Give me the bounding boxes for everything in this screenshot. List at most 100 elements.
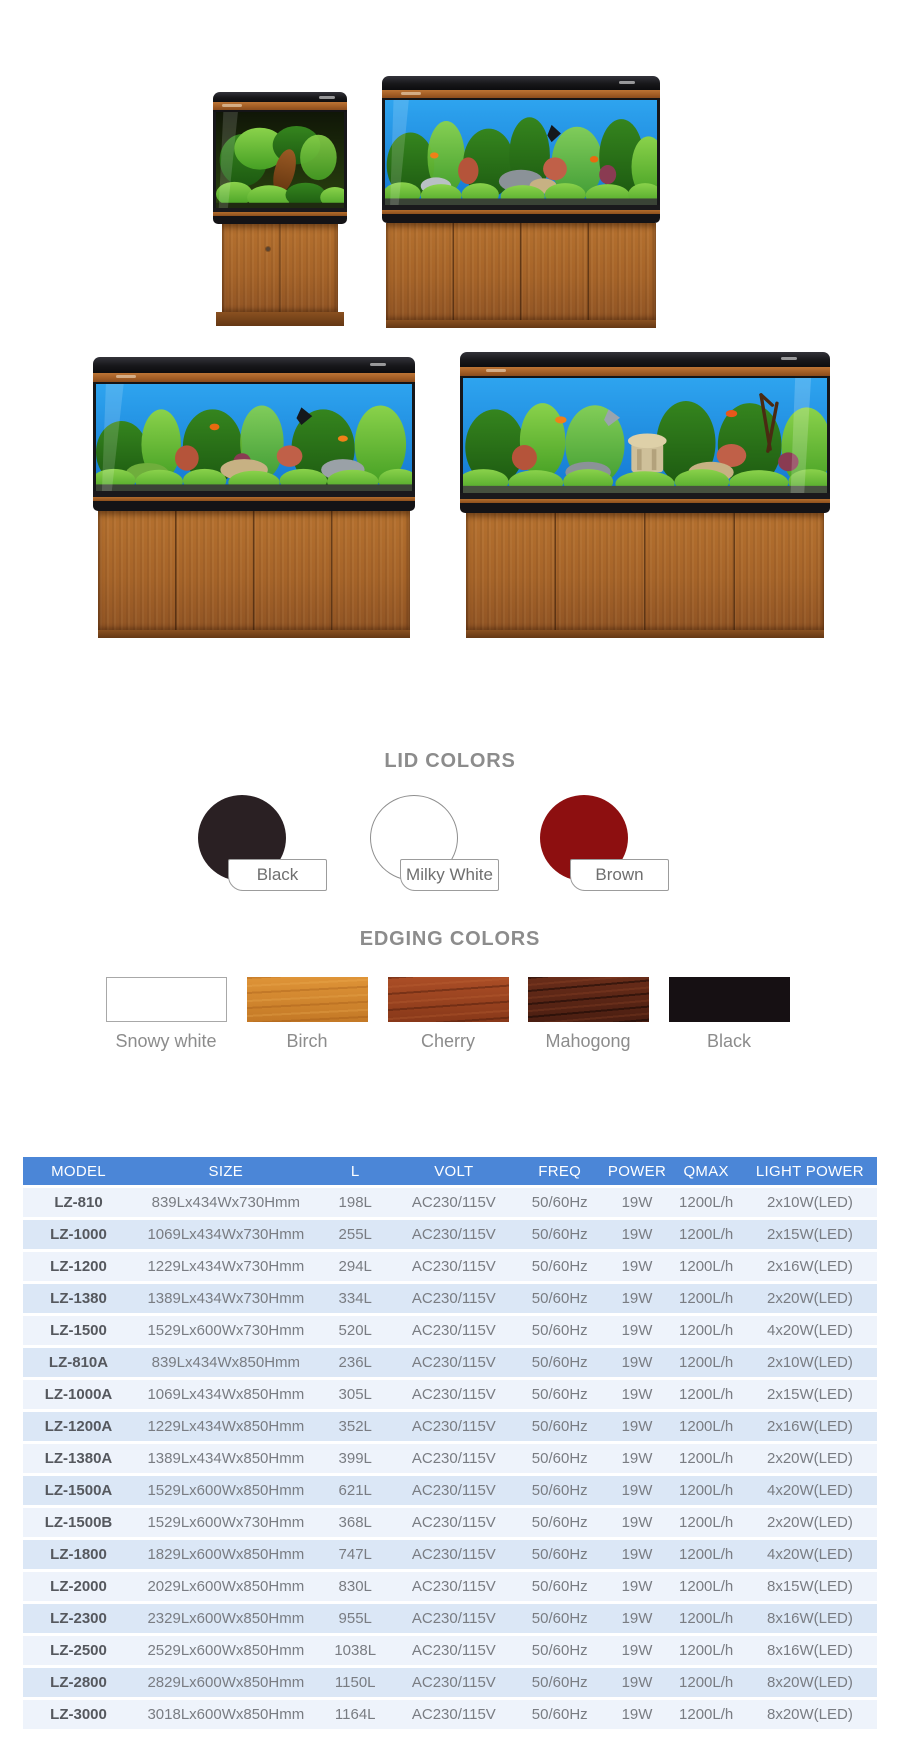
spec-cell: 8x20W(LED) (767, 1706, 853, 1723)
spec-cell: 50/60Hz (531, 1450, 588, 1467)
product-photo-wide-aquarium-right (460, 352, 830, 638)
spec-cell: 1529Lx600Wx730Hmm (147, 1514, 305, 1531)
spec-cell: AC230/115V (411, 1514, 496, 1531)
aquarium-tank (460, 377, 830, 494)
tank-bottom-trim (382, 204, 660, 210)
tank-bottom-trim (460, 502, 830, 513)
edging-label-snowy-white: Snowy white (115, 1031, 217, 1051)
spec-cell: 2x20W(LED) (767, 1290, 853, 1307)
model-cell: LZ-2800 (50, 1674, 107, 1691)
spec-table-body: LZ-810 839Lx434Wx730Hmm 198L AC230/115V 50/6… (23, 1188, 877, 1729)
spec-cell: AC230/115V (411, 1546, 496, 1563)
goldfish-icon (725, 409, 738, 417)
aquarium-lid (213, 92, 347, 102)
brand-mark (115, 375, 136, 379)
tank-bottom-trim (213, 208, 347, 212)
spec-cell: 352L (338, 1418, 372, 1435)
angelfish-icon (547, 124, 561, 142)
spec-table-row: LZ-1200A 1229Lx434Wx850Hmm 352L AC230/115V 5… (23, 1412, 877, 1441)
spec-cell: 50/60Hz (531, 1290, 588, 1307)
spec-cell: 1200L/h (679, 1290, 734, 1307)
spec-cell: 839Lx434Wx850Hmm (151, 1354, 301, 1371)
col-header-l: L (350, 1162, 360, 1180)
spec-cell: 2x20W(LED) (767, 1514, 853, 1531)
brand-mark (401, 91, 422, 95)
spec-cell: 2829Lx600Wx850Hmm (147, 1674, 305, 1691)
fish-group (555, 409, 738, 426)
spec-cell: AC230/115V (411, 1450, 496, 1467)
lid-color-option-brown: Brown (540, 795, 680, 895)
spec-cell: 19W (621, 1322, 653, 1339)
brand-mark (618, 80, 635, 84)
col-header-volt: VOLT (434, 1162, 474, 1180)
spec-cell: 236L (338, 1354, 372, 1371)
spec-cell: 747L (338, 1546, 372, 1563)
spec-cell: 1200L/h (679, 1482, 734, 1499)
cabinet-keyhole (266, 246, 271, 251)
spec-cell: AC230/115V (411, 1258, 496, 1275)
spec-cell: 19W (621, 1482, 653, 1499)
branches (759, 393, 779, 453)
spec-cell: 50/60Hz (531, 1418, 588, 1435)
spec-table-row: LZ-1500 1529Lx600Wx730Hmm 520L AC230/115V 50… (23, 1316, 877, 1345)
spec-cell: 4x20W(LED) (767, 1482, 853, 1499)
model-cell: LZ-1200 (50, 1258, 107, 1275)
tank-bottom-trim (93, 497, 415, 501)
spec-cell: 4x20W(LED) (767, 1322, 853, 1339)
brand-mark (222, 104, 243, 107)
spec-table-row: LZ-2300 2329Lx600Wx850Hmm 955L AC230/115V 50… (23, 1604, 877, 1633)
spec-cell: 1200L/h (679, 1610, 734, 1627)
spec-table-row: LZ-2500 2529Lx600Wx850Hmm 1038L AC230/115V 5… (23, 1636, 877, 1665)
brand-mark (485, 369, 506, 373)
goldfish-icon (589, 155, 599, 163)
lid-wood-trim (460, 366, 830, 378)
spec-cell: 1200L/h (679, 1578, 734, 1595)
product-photo-small-aquarium (213, 92, 347, 328)
spec-cell: 1529Lx600Wx850Hmm (147, 1482, 305, 1499)
spec-cell: 19W (621, 1226, 653, 1243)
edging-label-mahogong: Mahogong (545, 1031, 631, 1051)
spec-cell: 520L (338, 1322, 372, 1339)
spec-cell: 2x15W(LED) (767, 1386, 853, 1403)
spec-cell: AC230/115V (411, 1226, 496, 1243)
spec-cell: 50/60Hz (531, 1674, 588, 1691)
planted-tank-scene (216, 112, 344, 208)
lid-color-label: Brown (570, 859, 669, 891)
edging-swatch-cherry (388, 977, 509, 1022)
product-photo-wide-aquarium-top (382, 76, 660, 328)
spec-table-row: LZ-2000 2029Lx600Wx850Hmm 830L AC230/115V 50… (23, 1572, 877, 1601)
glass-highlight (390, 99, 409, 205)
spec-cell: 955L (338, 1610, 372, 1627)
model-cell: LZ-1500B (44, 1514, 113, 1531)
spec-table-row: LZ-1200 1229Lx434Wx730Hmm 294L AC230/115V 50… (23, 1252, 877, 1281)
model-cell: LZ-1380 (50, 1290, 107, 1307)
spec-cell: 255L (338, 1226, 372, 1243)
edging-label-black: Black (706, 1031, 751, 1051)
spec-table-row: LZ-810 839Lx434Wx730Hmm 198L AC230/115V 50/6… (23, 1188, 877, 1217)
spec-cell: 19W (621, 1418, 653, 1435)
spec-cell: 2x20W(LED) (767, 1450, 853, 1467)
col-header-light-power: LIGHT POWER (755, 1162, 864, 1180)
lid-color-label: Black (228, 859, 327, 891)
lid-color-label-text: Milky White (406, 865, 493, 884)
spec-cell: 839Lx434Wx730Hmm (151, 1194, 301, 1211)
lid-wood-trim (382, 89, 660, 100)
model-cell: LZ-810A (48, 1354, 109, 1371)
spec-cell: 198L (338, 1194, 372, 1211)
cabinet-plinth (386, 320, 656, 328)
spec-cell: 1200L/h (679, 1194, 734, 1211)
model-cell: LZ-2000 (50, 1578, 107, 1595)
col-header-model: MODEL (51, 1162, 106, 1180)
cabinet-plinth (465, 630, 825, 638)
spec-table-header-row: MODEL SIZE L VOLT FREQ POWER QMAX LIGHT … (23, 1157, 877, 1185)
spec-cell: 19W (621, 1578, 653, 1595)
spec-cell: 2329Lx600Wx850Hmm (147, 1610, 305, 1627)
spec-cell: 1389Lx434Wx730Hmm (147, 1290, 305, 1307)
lid-colors-title: LID COLORS (384, 750, 516, 772)
angelfish-icon (604, 409, 620, 426)
aquarium-tank (93, 383, 415, 492)
spec-cell: 1200L/h (679, 1226, 734, 1243)
spec-cell: 1069Lx434Wx850Hmm (147, 1386, 305, 1403)
spec-cell: 8x16W(LED) (767, 1642, 853, 1659)
spec-cell: 1200L/h (679, 1706, 734, 1723)
